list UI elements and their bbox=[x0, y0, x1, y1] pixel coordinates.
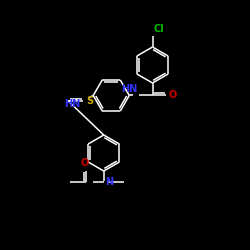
Text: HN: HN bbox=[121, 84, 138, 94]
Text: O: O bbox=[81, 158, 89, 168]
Text: N: N bbox=[105, 177, 113, 187]
Text: HN: HN bbox=[64, 99, 80, 109]
Text: S: S bbox=[86, 96, 93, 106]
Text: Cl: Cl bbox=[154, 24, 164, 34]
Text: O: O bbox=[168, 90, 176, 101]
